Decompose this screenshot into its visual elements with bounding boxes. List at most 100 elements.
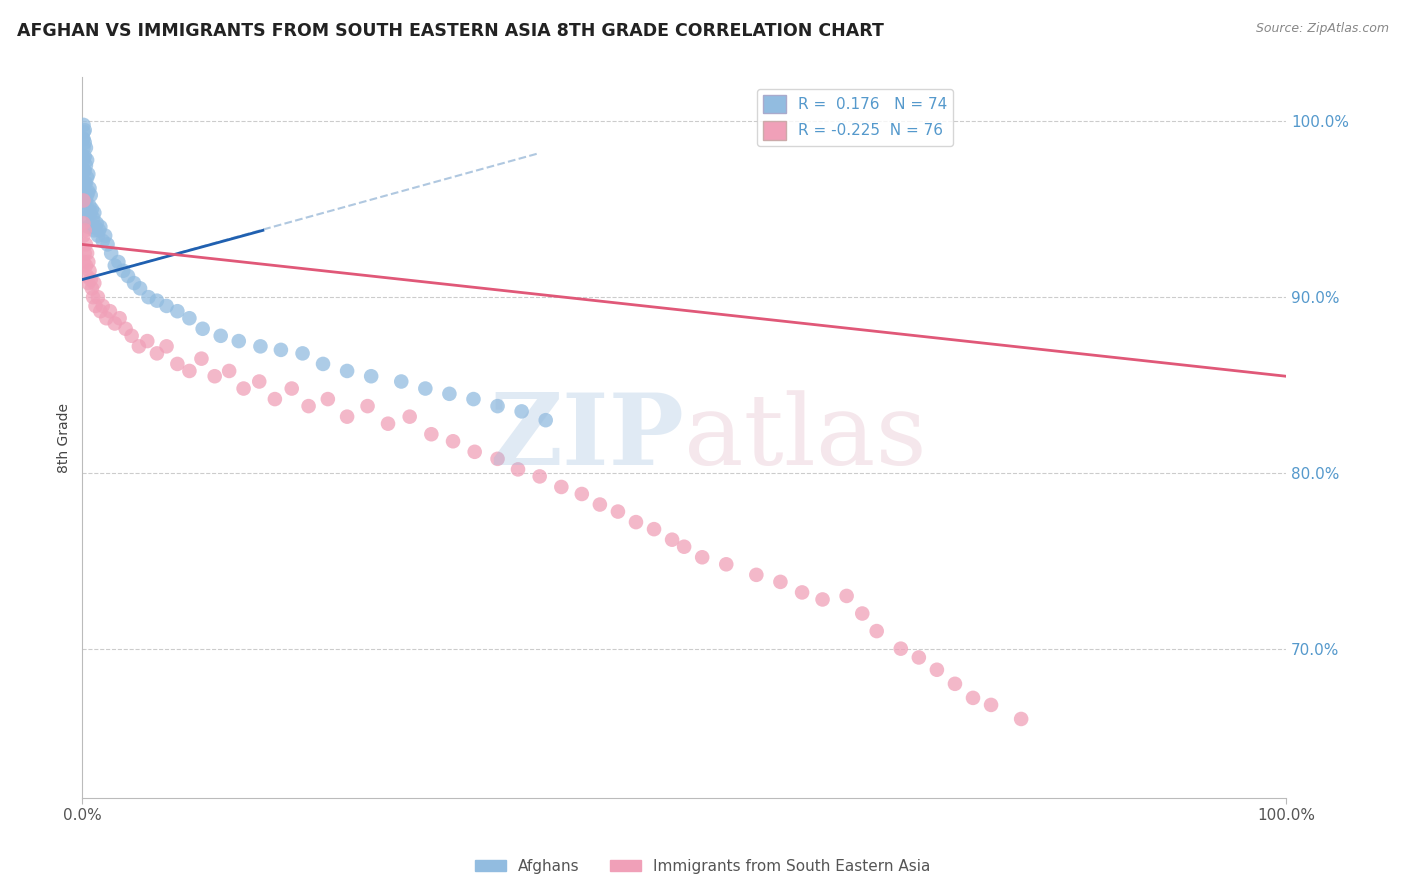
- Point: [73, 136, 96, 150]
- Point: [571, 487, 593, 501]
- Text: AFGHAN VS IMMIGRANTS FROM SOUTH EASTERN ASIA 8TH GRADE CORRELATION CHART: AFGHAN VS IMMIGRANTS FROM SOUTH EASTERN …: [17, 22, 884, 40]
- Point: [745, 567, 768, 582]
- Text: Source: ZipAtlas.com: Source: ZipAtlas.com: [1256, 22, 1389, 36]
- Point: [77, 219, 100, 234]
- Point: [77, 202, 100, 217]
- Point: [218, 364, 240, 378]
- Point: [75, 211, 97, 225]
- Point: [114, 322, 136, 336]
- Point: [179, 364, 201, 378]
- Point: [72, 163, 94, 178]
- Point: [232, 382, 254, 396]
- Point: [925, 663, 948, 677]
- Point: [100, 246, 122, 260]
- Point: [228, 334, 250, 348]
- Text: ZIP: ZIP: [489, 389, 685, 486]
- Point: [91, 234, 114, 248]
- Point: [661, 533, 683, 547]
- Point: [77, 276, 100, 290]
- Point: [76, 246, 98, 260]
- Point: [589, 498, 612, 512]
- Point: [811, 592, 834, 607]
- Point: [75, 237, 97, 252]
- Legend: Afghans, Immigrants from South Eastern Asia: Afghans, Immigrants from South Eastern A…: [470, 853, 936, 880]
- Point: [129, 281, 152, 295]
- Legend: R =  0.176   N = 74, R = -0.225  N = 76: R = 0.176 N = 74, R = -0.225 N = 76: [756, 88, 953, 145]
- Point: [534, 413, 557, 427]
- Point: [117, 268, 139, 283]
- Point: [77, 185, 100, 199]
- Point: [138, 290, 160, 304]
- Point: [72, 125, 94, 139]
- Point: [76, 153, 98, 167]
- Point: [80, 206, 103, 220]
- Point: [84, 219, 107, 234]
- Point: [107, 255, 129, 269]
- Point: [83, 206, 105, 220]
- Point: [87, 290, 110, 304]
- Point: [80, 202, 103, 217]
- Point: [136, 334, 159, 348]
- Point: [441, 434, 464, 449]
- Point: [716, 558, 738, 572]
- Point: [75, 176, 97, 190]
- Point: [510, 404, 533, 418]
- Point: [94, 228, 117, 243]
- Point: [112, 264, 135, 278]
- Point: [79, 264, 101, 278]
- Point: [389, 375, 412, 389]
- Point: [191, 322, 214, 336]
- Point: [356, 399, 378, 413]
- Point: [190, 351, 212, 366]
- Point: [463, 392, 485, 406]
- Point: [377, 417, 399, 431]
- Point: [690, 550, 713, 565]
- Point: [73, 123, 96, 137]
- Point: [80, 188, 103, 202]
- Point: [121, 328, 143, 343]
- Point: [890, 641, 912, 656]
- Point: [75, 259, 97, 273]
- Point: [270, 343, 292, 357]
- Point: [72, 255, 94, 269]
- Point: [96, 311, 118, 326]
- Point: [73, 202, 96, 217]
- Point: [86, 216, 108, 230]
- Point: [87, 228, 110, 243]
- Point: [79, 181, 101, 195]
- Point: [486, 399, 509, 413]
- Point: [336, 364, 359, 378]
- Point: [624, 515, 647, 529]
- Point: [506, 462, 529, 476]
- Point: [146, 293, 169, 308]
- Point: [835, 589, 858, 603]
- Point: [980, 698, 1002, 712]
- Point: [209, 328, 232, 343]
- Point: [769, 574, 792, 589]
- Point: [83, 223, 105, 237]
- Point: [72, 132, 94, 146]
- Point: [166, 357, 188, 371]
- Point: [439, 386, 461, 401]
- Point: [962, 690, 984, 705]
- Point: [73, 149, 96, 163]
- Point: [204, 369, 226, 384]
- Point: [77, 255, 100, 269]
- Point: [73, 163, 96, 178]
- Point: [82, 211, 104, 225]
- Point: [297, 399, 319, 413]
- Point: [72, 176, 94, 190]
- Point: [291, 346, 314, 360]
- Point: [529, 469, 551, 483]
- Point: [179, 311, 201, 326]
- Point: [89, 304, 111, 318]
- Point: [73, 223, 96, 237]
- Point: [76, 268, 98, 283]
- Y-axis label: 8th Grade: 8th Grade: [58, 403, 72, 473]
- Point: [77, 167, 100, 181]
- Point: [606, 505, 628, 519]
- Point: [316, 392, 339, 406]
- Point: [76, 170, 98, 185]
- Point: [673, 540, 696, 554]
- Text: atlas: atlas: [685, 390, 927, 485]
